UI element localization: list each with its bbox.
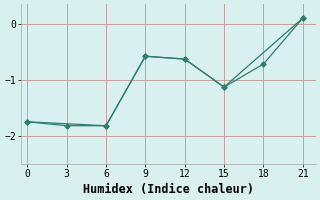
X-axis label: Humidex (Indice chaleur): Humidex (Indice chaleur) bbox=[83, 183, 254, 196]
